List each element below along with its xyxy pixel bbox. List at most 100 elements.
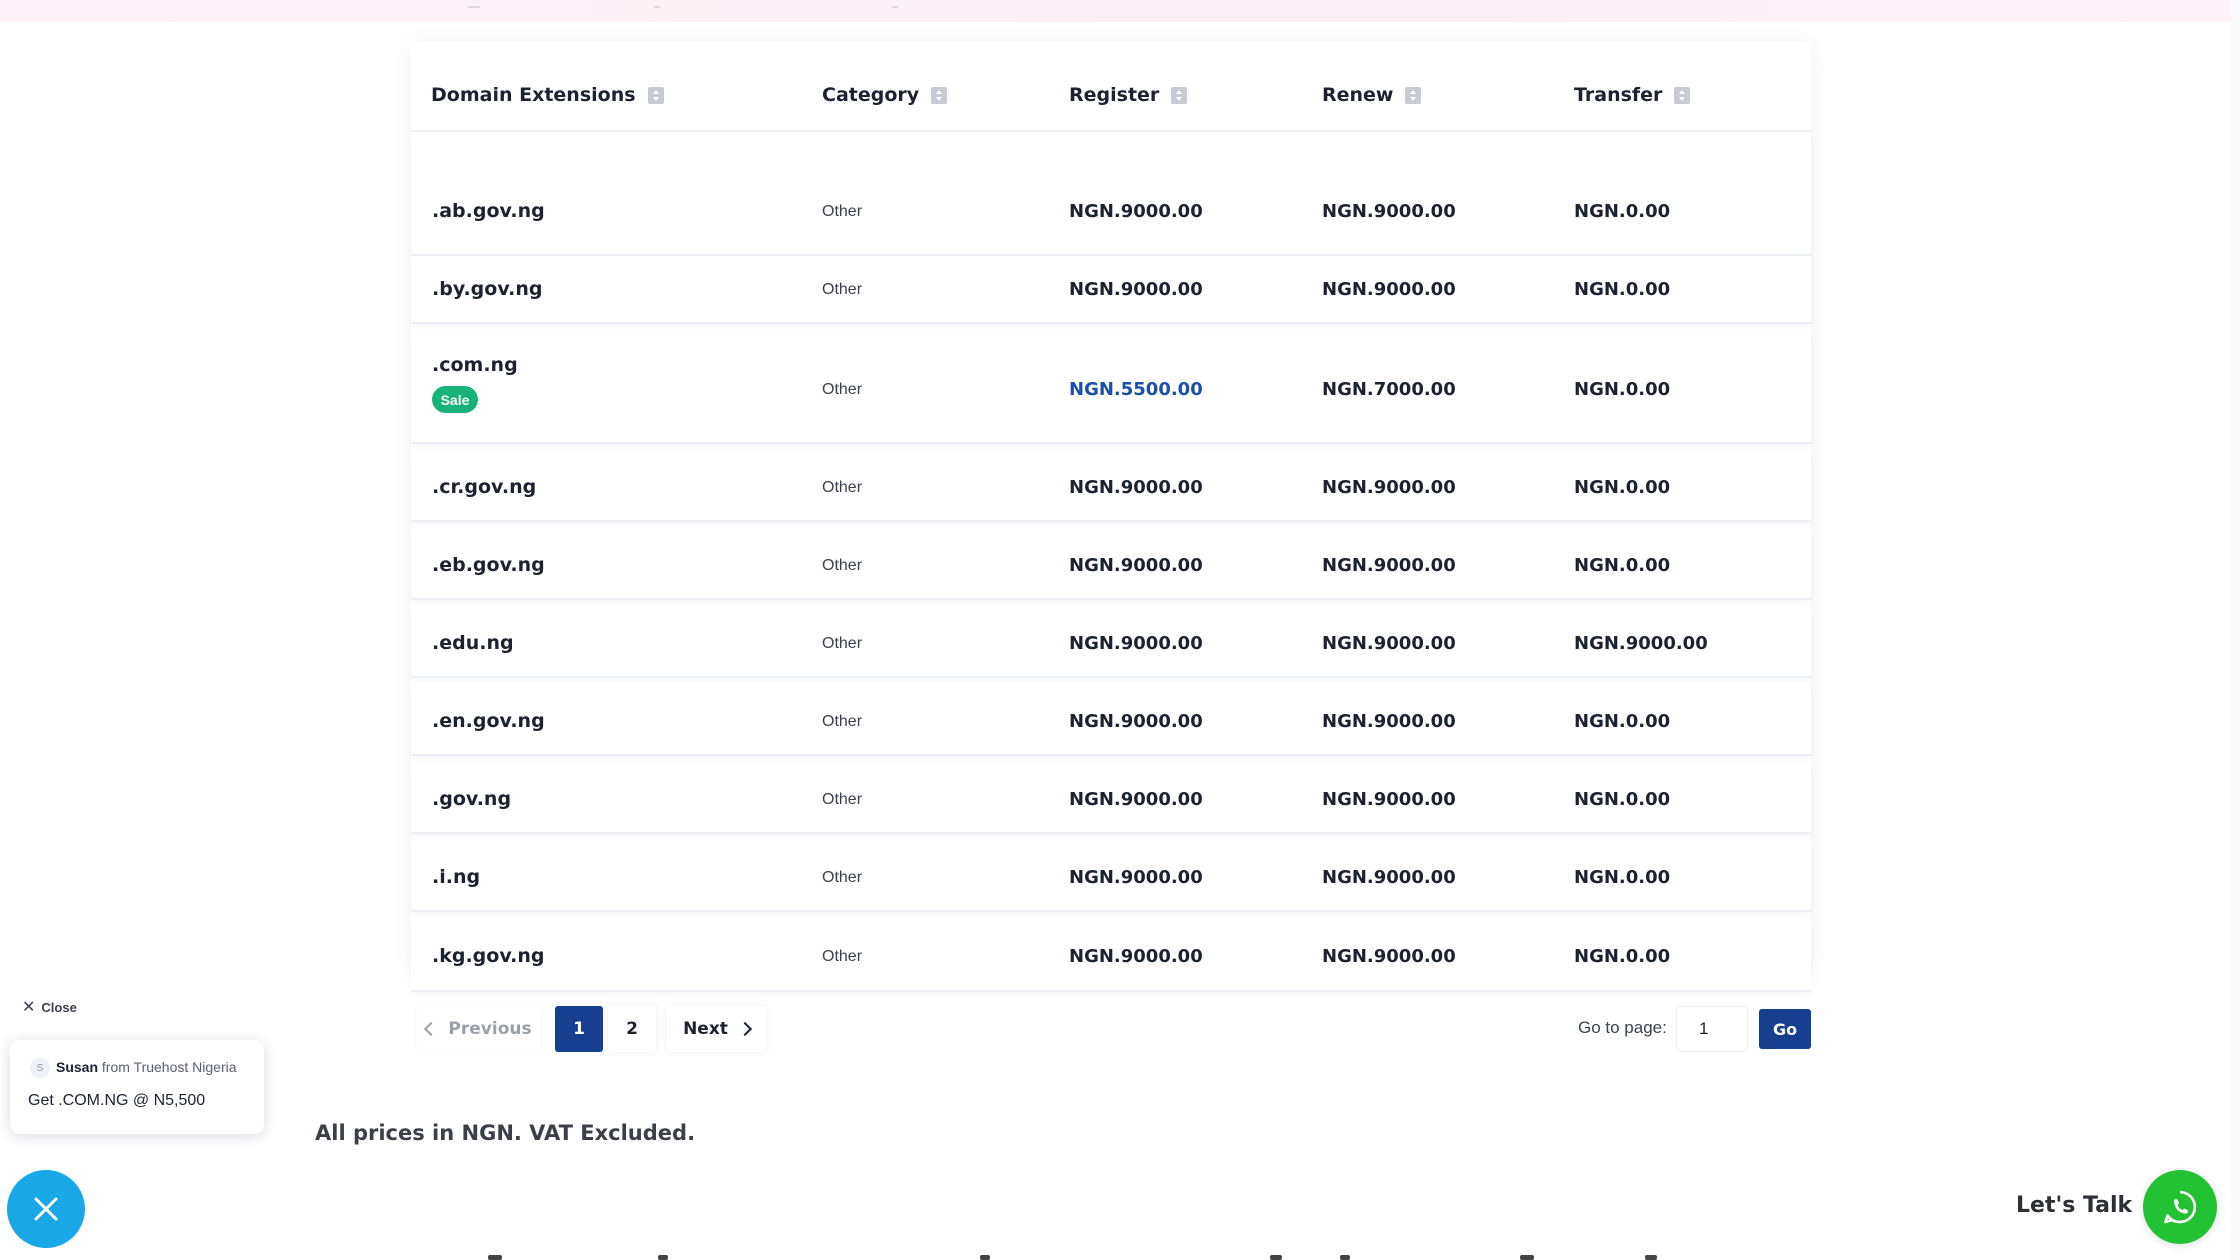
table-row: .com.ng Sale Other NGN.5500.00 NGN.7000.…	[411, 336, 1811, 444]
header-label: Domain Extensions	[431, 84, 636, 106]
header-label: Register	[1069, 84, 1160, 106]
renew-price: NGN.9000.00	[1322, 946, 1456, 967]
domain-extension: .ab.gov.ng	[432, 200, 545, 222]
cut-text-fragment	[892, 2, 898, 8]
register-price: NGN.9000.00	[1069, 201, 1203, 222]
header-category[interactable]: Category	[822, 84, 948, 106]
domain-extension: .gov.ng	[432, 788, 512, 810]
header-label: Renew	[1322, 84, 1394, 106]
transfer-price: NGN.0.00	[1574, 201, 1671, 222]
header-label: Category	[822, 84, 920, 106]
table-row: .by.gov.ng Other NGN.9000.00 NGN.9000.00…	[411, 256, 1811, 324]
goto-page-input[interactable]	[1676, 1006, 1748, 1052]
table-row: .gov.ng Other NGN.9000.00 NGN.9000.00 NG…	[411, 766, 1811, 834]
renew-price: NGN.9000.00	[1322, 201, 1456, 222]
category-value: Other	[822, 203, 863, 220]
domain-extension: .com.ng	[432, 354, 518, 376]
domain-extension: .eb.gov.ng	[432, 554, 545, 576]
renew-price: NGN.7000.00	[1322, 379, 1456, 400]
register-price: NGN.9000.00	[1069, 279, 1203, 300]
go-button[interactable]: Go	[1759, 1009, 1811, 1049]
table-row: .cr.gov.ng Other NGN.9000.00 NGN.9000.00…	[411, 454, 1811, 522]
renew-price: NGN.9000.00	[1322, 477, 1456, 498]
page-number: 1	[573, 1019, 585, 1039]
sort-icon[interactable]	[1674, 86, 1691, 104]
page-number: 2	[626, 1019, 638, 1039]
sort-icon[interactable]	[647, 86, 664, 104]
register-price: NGN.9000.00	[1069, 633, 1203, 654]
next-page-button[interactable]: Next	[667, 1006, 766, 1052]
previous-page-button[interactable]: Previous	[417, 1006, 541, 1052]
page-button-1[interactable]: 1	[555, 1006, 603, 1052]
previous-label: Previous	[448, 1019, 532, 1039]
register-price: NGN.9000.00	[1069, 711, 1203, 732]
transfer-price: NGN.0.00	[1574, 279, 1671, 300]
domain-extension: .by.gov.ng	[432, 278, 543, 300]
transfer-price: NGN.0.00	[1574, 477, 1671, 498]
sort-icon[interactable]	[1405, 86, 1422, 104]
sender-name: Susan	[56, 1059, 99, 1075]
whatsapp-icon	[2164, 1190, 2197, 1224]
header-label: Transfer	[1574, 84, 1663, 106]
renew-price: NGN.9000.00	[1322, 279, 1456, 300]
register-price: NGN.9000.00	[1069, 789, 1203, 810]
category-value: Other	[822, 281, 863, 298]
register-price: NGN.9000.00	[1069, 477, 1203, 498]
sale-badge: Sale	[432, 386, 478, 413]
transfer-price: NGN.0.00	[1574, 555, 1671, 576]
table-header: Domain Extensions Category Register Rene…	[411, 42, 1811, 132]
table-row: .edu.ng Other NGN.9000.00 NGN.9000.00 NG…	[411, 610, 1811, 678]
renew-price: NGN.9000.00	[1322, 555, 1456, 576]
bottom-cut-text	[470, 1252, 1700, 1260]
cut-text-fragment	[468, 2, 480, 8]
header-transfer[interactable]: Transfer	[1574, 84, 1691, 106]
header-domain-extensions[interactable]: Domain Extensions	[431, 84, 664, 106]
header-register[interactable]: Register	[1069, 84, 1188, 106]
domain-pricing-table: Domain Extensions Category Register Rene…	[411, 42, 1811, 992]
category-value: Other	[822, 791, 863, 808]
domain-extension: .cr.gov.ng	[432, 476, 537, 498]
close-icon: ✕	[22, 999, 36, 1016]
category-value: Other	[822, 381, 863, 398]
pagination: Previous 1 2 Next	[0, 1006, 2240, 1052]
page-scrollbar[interactable]	[2231, 0, 2240, 1260]
table-row: .ab.gov.ng Other NGN.9000.00 NGN.9000.00…	[411, 136, 1811, 256]
category-value: Other	[822, 479, 863, 496]
whatsapp-chat-button[interactable]	[2143, 1170, 2217, 1244]
register-price: NGN.9000.00	[1069, 867, 1203, 888]
register-price-sale: NGN.5500.00	[1069, 379, 1203, 400]
domain-extension: .i.ng	[432, 866, 481, 888]
renew-price: NGN.9000.00	[1322, 789, 1456, 810]
category-value: Other	[822, 557, 863, 574]
renew-price: NGN.9000.00	[1322, 867, 1456, 888]
lets-talk-label[interactable]: Let's Talk	[2016, 1193, 2133, 1218]
top-cut-strip	[0, 0, 2240, 22]
register-price: NGN.9000.00	[1069, 946, 1203, 967]
table-row: .i.ng Other NGN.9000.00 NGN.9000.00 NGN.…	[411, 844, 1811, 912]
sort-icon[interactable]	[931, 86, 948, 104]
sender-origin: from Truehost Nigeria	[101, 1059, 237, 1075]
table-row: .eb.gov.ng Other NGN.9000.00 NGN.9000.00…	[411, 532, 1811, 600]
renew-price: NGN.9000.00	[1322, 711, 1456, 732]
category-value: Other	[822, 869, 863, 886]
sales-notification-popup[interactable]: S Susan from Truehost Nigeria Get .COM.N…	[10, 1040, 264, 1134]
close-chat-fab-button[interactable]	[7, 1170, 85, 1248]
page-button-2[interactable]: 2	[608, 1006, 656, 1052]
notification-message: Get .COM.NG @ N5,500	[28, 1092, 206, 1109]
transfer-price: NGN.0.00	[1574, 789, 1671, 810]
header-renew[interactable]: Renew	[1322, 84, 1422, 106]
notification-close-button[interactable]: ✕ Close	[22, 997, 77, 1017]
close-label: Close	[41, 999, 77, 1015]
category-value: Other	[822, 948, 863, 965]
domain-extension: .edu.ng	[432, 632, 514, 654]
transfer-price: NGN.0.00	[1574, 711, 1671, 732]
transfer-price: NGN.0.00	[1574, 867, 1671, 888]
chevron-right-icon	[737, 1021, 752, 1037]
notification-sender: Susan from Truehost Nigeria	[56, 1059, 237, 1075]
renew-price: NGN.9000.00	[1322, 633, 1456, 654]
cut-text-fragment	[654, 2, 660, 8]
domain-extension: .en.gov.ng	[432, 710, 545, 732]
table-row: .kg.gov.ng Other NGN.9000.00 NGN.9000.00…	[411, 922, 1811, 992]
sort-icon[interactable]	[1171, 86, 1188, 104]
next-label: Next	[683, 1019, 728, 1039]
